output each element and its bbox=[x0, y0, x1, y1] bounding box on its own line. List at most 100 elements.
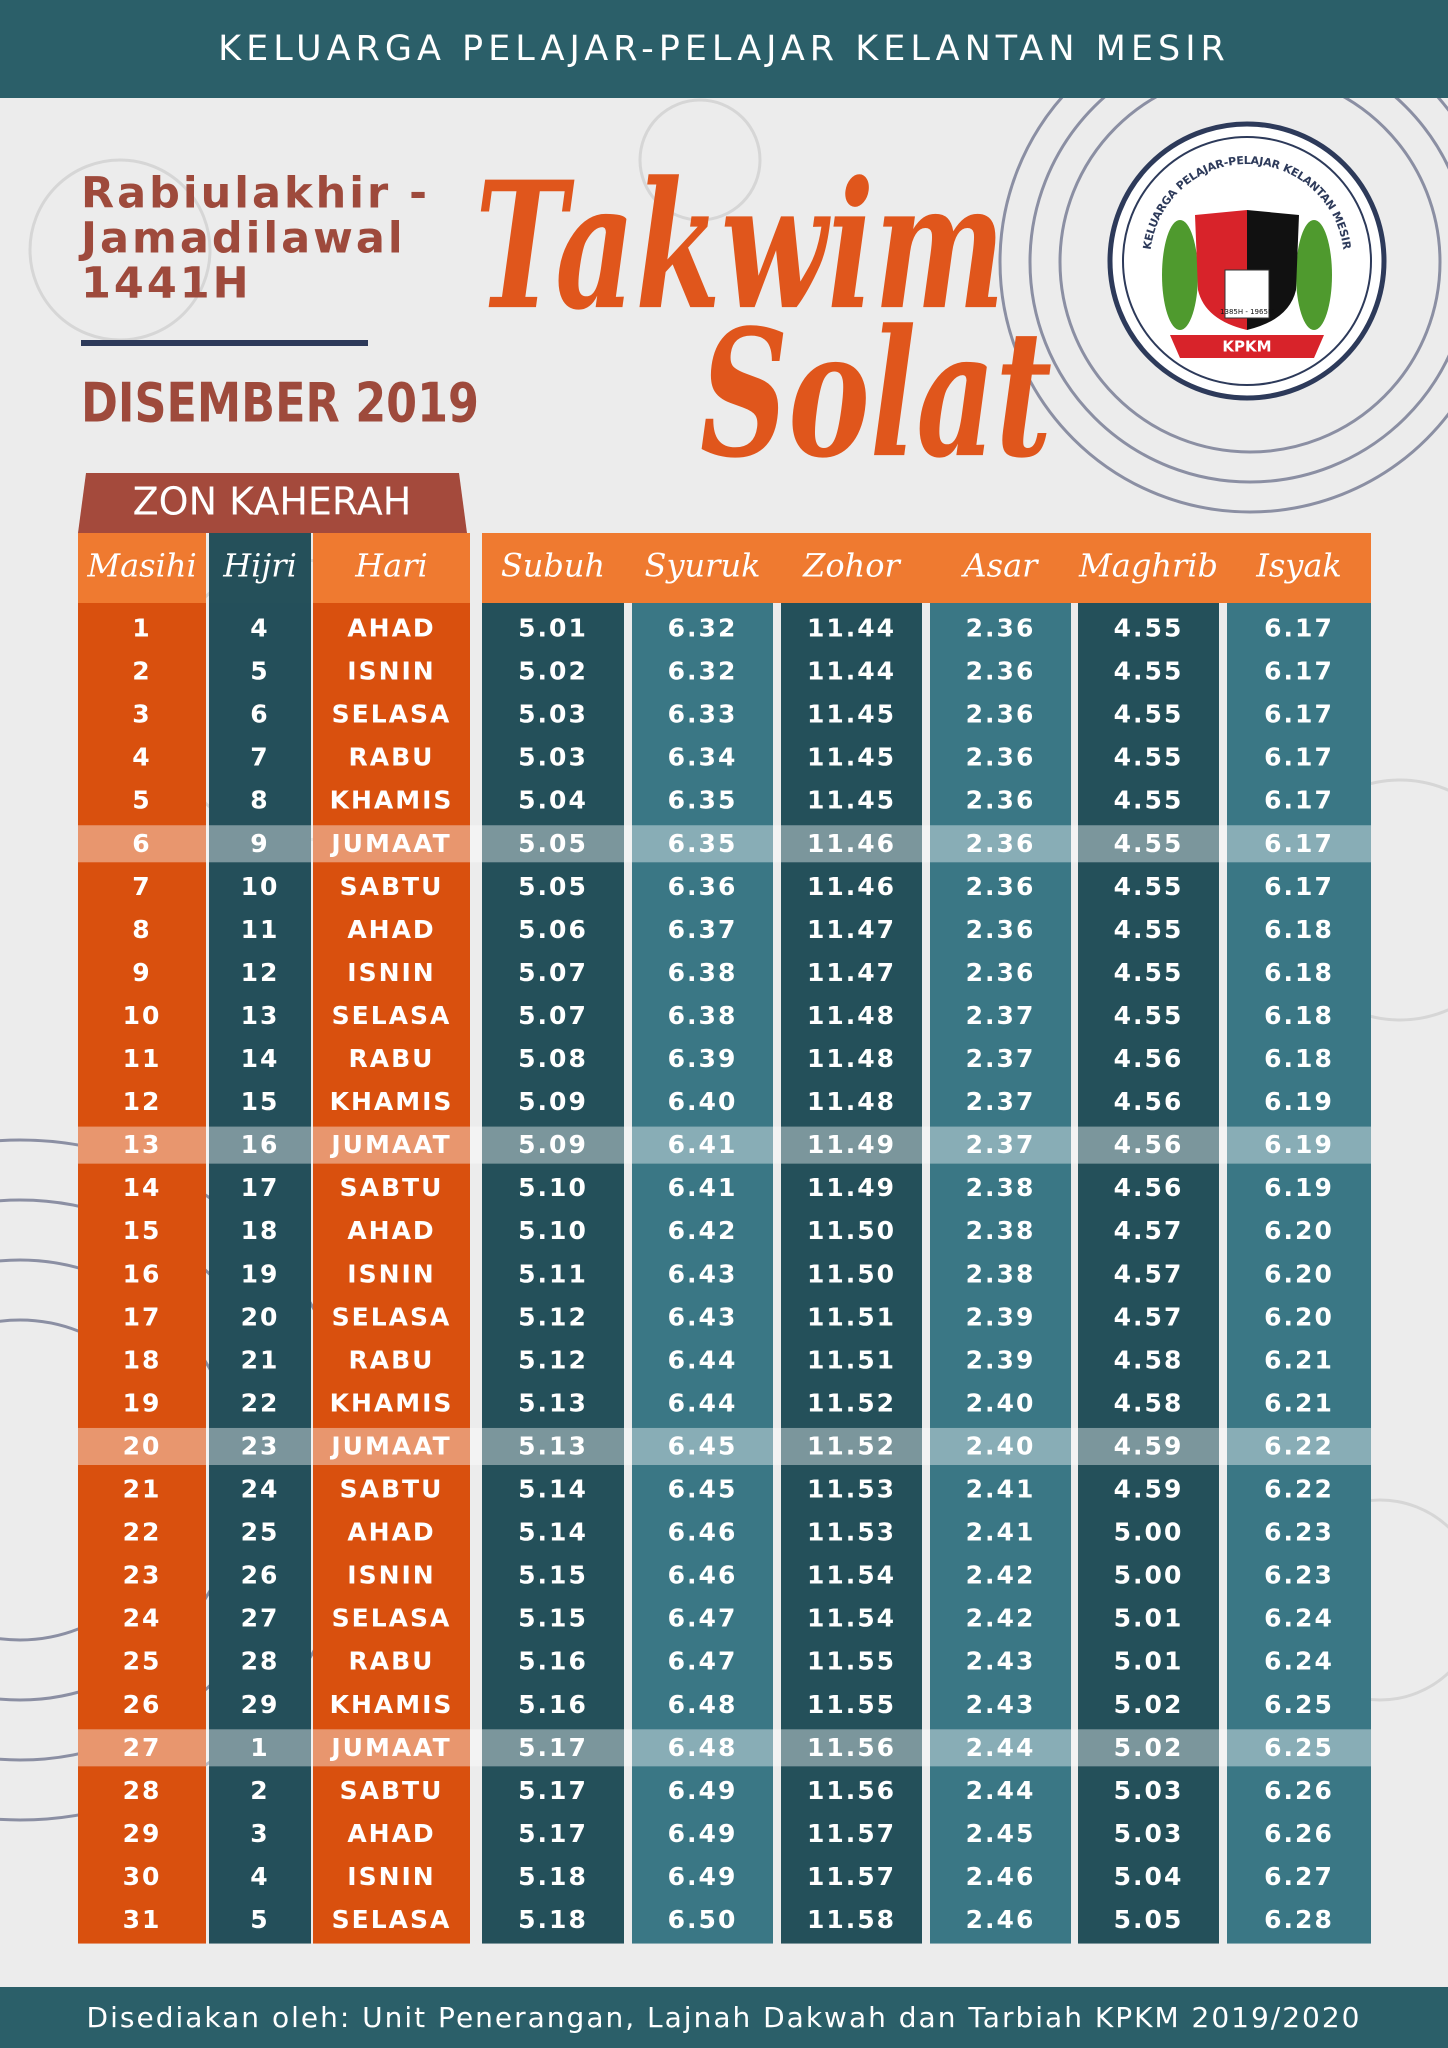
header-cell bbox=[209, 533, 311, 603]
cell: 6.37 bbox=[668, 915, 738, 944]
cell: 5.17 bbox=[518, 1733, 588, 1762]
cell: 6.18 bbox=[1264, 1001, 1334, 1030]
cell: SELASA bbox=[332, 1905, 452, 1934]
column-header: Hari bbox=[354, 547, 428, 585]
cell: 1 bbox=[132, 614, 151, 643]
row-highlight bbox=[78, 1427, 1371, 1465]
cell: 11.44 bbox=[807, 614, 896, 643]
cell: 5.09 bbox=[518, 1130, 588, 1159]
column-header: Subuh bbox=[501, 547, 605, 585]
cell: 6.19 bbox=[1264, 1130, 1334, 1159]
cell: 11.49 bbox=[807, 1173, 896, 1202]
cell: 4.55 bbox=[1114, 786, 1184, 815]
cell: 11.52 bbox=[807, 1431, 896, 1460]
cell: 6.17 bbox=[1264, 786, 1334, 815]
cell: 6.26 bbox=[1264, 1776, 1334, 1805]
cell: 6.23 bbox=[1264, 1518, 1334, 1547]
column bbox=[1078, 603, 1219, 1944]
cell: 6.36 bbox=[668, 872, 738, 901]
cell: 6.33 bbox=[668, 700, 738, 729]
cell: 6.42 bbox=[668, 1216, 738, 1245]
cell: 11.45 bbox=[807, 700, 896, 729]
cell: 27 bbox=[241, 1604, 280, 1633]
cell: 6.17 bbox=[1264, 743, 1334, 772]
cell: ISNIN bbox=[347, 657, 435, 686]
cell: 13 bbox=[123, 1130, 162, 1159]
banner-text: KELUARGA PELAJAR-PELAJAR KELANTAN MESIR bbox=[218, 29, 1230, 69]
cell: 4.56 bbox=[1114, 1044, 1184, 1073]
cell: 4.57 bbox=[1114, 1216, 1184, 1245]
cell: 6.22 bbox=[1264, 1475, 1334, 1504]
cell: 5.04 bbox=[1114, 1862, 1184, 1891]
cell: 31 bbox=[123, 1905, 162, 1934]
cell: 6.25 bbox=[1264, 1690, 1334, 1719]
cell: 4.55 bbox=[1114, 958, 1184, 987]
cell: ISNIN bbox=[347, 958, 435, 987]
cell: 24 bbox=[123, 1604, 162, 1633]
cell: SABTU bbox=[340, 1475, 444, 1504]
cell: KHAMIS bbox=[330, 1690, 454, 1719]
cell: 6.18 bbox=[1264, 1044, 1334, 1073]
cell: 10 bbox=[241, 872, 280, 901]
cell: 6.35 bbox=[668, 786, 738, 815]
cell: 6.48 bbox=[668, 1690, 738, 1719]
cell: 11.45 bbox=[807, 786, 896, 815]
cell: 5.08 bbox=[518, 1044, 588, 1073]
header-cell bbox=[1227, 533, 1371, 603]
cell: 11.54 bbox=[807, 1561, 896, 1590]
cell: 20 bbox=[123, 1431, 162, 1460]
cell: 11.46 bbox=[807, 829, 896, 858]
cell: 6.38 bbox=[668, 1001, 738, 1030]
cell: 5.01 bbox=[518, 614, 588, 643]
cell: 4.56 bbox=[1114, 1173, 1184, 1202]
cell: AHAD bbox=[347, 1518, 435, 1547]
cell: 17 bbox=[241, 1173, 280, 1202]
cell: 4 bbox=[250, 1862, 269, 1891]
column bbox=[781, 603, 922, 1944]
cell: 6.47 bbox=[668, 1647, 738, 1676]
cell: 4.55 bbox=[1114, 614, 1184, 643]
cell: 2.41 bbox=[966, 1518, 1036, 1547]
logo-years: 1385H - 1965M bbox=[1220, 308, 1274, 316]
hijri-line: Jamadilawal bbox=[78, 214, 406, 264]
cell: 26 bbox=[123, 1690, 162, 1719]
cell: 6.19 bbox=[1264, 1087, 1334, 1116]
cell: 5.01 bbox=[1114, 1647, 1184, 1676]
cell: 5.10 bbox=[518, 1173, 588, 1202]
cell: 6.17 bbox=[1264, 700, 1334, 729]
cell: 6.46 bbox=[668, 1561, 738, 1590]
cell: RABU bbox=[349, 1044, 435, 1073]
cell: 5.03 bbox=[1114, 1776, 1184, 1805]
cell: 6.44 bbox=[668, 1388, 738, 1417]
cell: 29 bbox=[241, 1690, 280, 1719]
zone-tab bbox=[78, 473, 467, 533]
cell: 2.39 bbox=[966, 1302, 1036, 1331]
cell: 10 bbox=[123, 1001, 162, 1030]
cell: 28 bbox=[123, 1776, 162, 1805]
cell: SABTU bbox=[340, 1173, 444, 1202]
cell: 27 bbox=[123, 1733, 162, 1762]
cell: 28 bbox=[241, 1647, 280, 1676]
cell: 4.55 bbox=[1114, 743, 1184, 772]
cell: 25 bbox=[123, 1647, 162, 1676]
cell: 6.49 bbox=[668, 1862, 738, 1891]
cell: 9 bbox=[132, 958, 151, 987]
zone: ZON KAHERAH bbox=[133, 480, 412, 524]
cell: 5.03 bbox=[1114, 1819, 1184, 1848]
cell: 6.22 bbox=[1264, 1431, 1334, 1460]
cell: 5.13 bbox=[518, 1388, 588, 1417]
cell: 26 bbox=[241, 1561, 280, 1590]
cell: 5.02 bbox=[1114, 1690, 1184, 1719]
cell: 6.28 bbox=[1264, 1905, 1334, 1934]
cell: 23 bbox=[241, 1431, 280, 1460]
footer-credit: Disediakan oleh: Unit Penerangan, Lajnah… bbox=[87, 2001, 1362, 2034]
cell: 8 bbox=[132, 915, 151, 944]
cell: 5.10 bbox=[518, 1216, 588, 1245]
cell: 5.02 bbox=[1114, 1733, 1184, 1762]
cell: 23 bbox=[123, 1561, 162, 1590]
cell: RABU bbox=[349, 1345, 435, 1374]
cell: 25 bbox=[241, 1518, 280, 1547]
cell: ISNIN bbox=[347, 1561, 435, 1590]
cell: SABTU bbox=[340, 1776, 444, 1805]
cell: 4.55 bbox=[1114, 829, 1184, 858]
